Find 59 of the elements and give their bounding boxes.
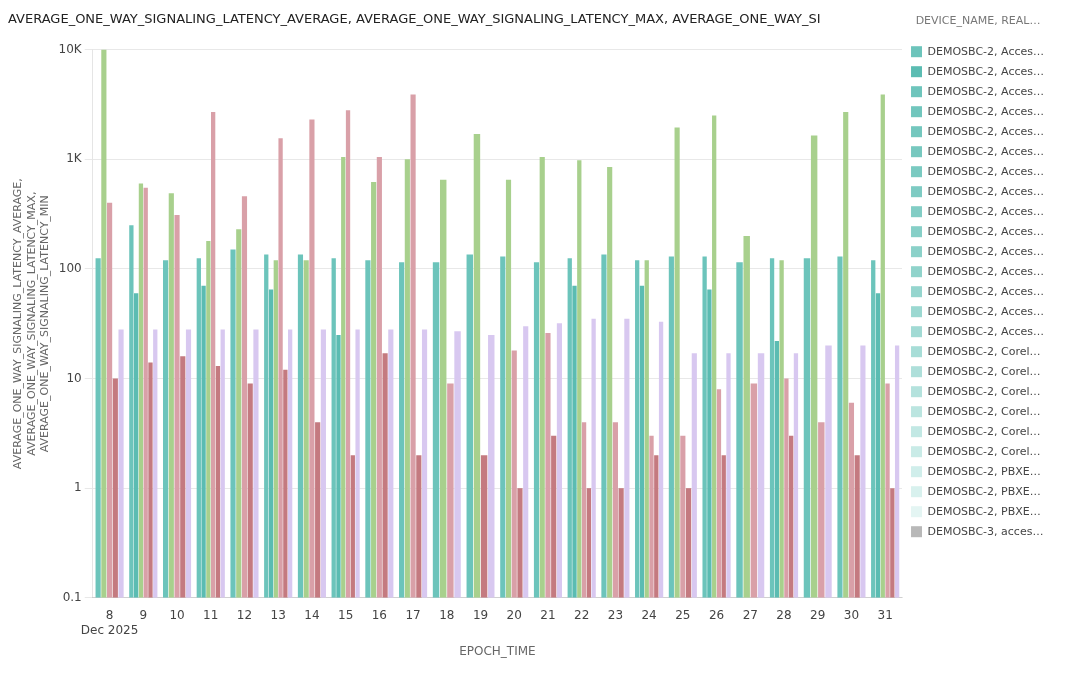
- legend-label: DEMOSBC-2, Acces…: [927, 324, 1045, 338]
- x-tick-label: 31: [877, 608, 893, 623]
- x-tick-label: 18: [439, 608, 455, 623]
- legend-label: DEMOSBC-2, Acces…: [927, 164, 1045, 178]
- legend-label: DEMOSBC-2, Corel…: [927, 344, 1041, 358]
- chart-title: AVERAGE_ONE_WAY_SIGNALING_LATENCY_AVERAGE, AVERAGE_ONE_WAY_SIGNALING_LATENCY_MAX, AVERAGE_ONE_WAY_SI: [8, 11, 821, 27]
- legend-label: DEMOSBC-2, Acces…: [927, 284, 1045, 298]
- x-tick-label: 24: [641, 608, 657, 623]
- x-tick-label: 19: [472, 608, 489, 623]
- y-tick-label: 1: [74, 480, 82, 495]
- x-tick-label: 17: [405, 608, 421, 623]
- y-tick-label: 10: [66, 370, 82, 385]
- legend-label: DEMOSBC-2, PBXE…: [927, 484, 1041, 498]
- y-tick-label: 10K: [58, 41, 83, 56]
- x-tick-label: 25: [675, 608, 691, 623]
- x-tick-label: 16: [371, 608, 387, 623]
- legend-label: DEMOSBC-2, Acces…: [927, 64, 1045, 78]
- x-tick-label: 27: [742, 608, 758, 623]
- x-tick-label: 12: [236, 608, 253, 623]
- x-axis-title: EPOCH_TIME: [459, 643, 536, 658]
- y-tick-label: 1K: [66, 151, 83, 166]
- legend-label: DEMOSBC-2, Acces…: [927, 244, 1045, 258]
- legend-label: DEMOSBC-2, Acces…: [927, 224, 1045, 238]
- legend-label: DEMOSBC-2, Acces…: [927, 264, 1045, 278]
- legend-label: DEMOSBC-2, Corel…: [927, 384, 1041, 398]
- legend-label: DEMOSBC-2, Corel…: [927, 444, 1041, 458]
- x-tick-label: 10: [169, 608, 185, 623]
- x-tick-label: 21: [540, 608, 556, 623]
- x-tick-label: 29: [810, 608, 826, 623]
- y-tick-label: 0.1: [62, 589, 82, 604]
- legend-label: DEMOSBC-2, Acces…: [927, 204, 1045, 218]
- legend-label: DEMOSBC-2, Corel…: [927, 364, 1041, 378]
- x-tick-label: 8 Dec 2025: [80, 608, 139, 637]
- legend-label: DEMOSBC-2, PBXE…: [927, 464, 1041, 478]
- x-tick-label: 20: [506, 608, 522, 623]
- legend-label: DEMOSBC-2, Acces…: [927, 84, 1045, 98]
- legend-label: DEMOSBC-3, acces…: [927, 524, 1044, 538]
- x-tick-label: 23: [607, 608, 624, 623]
- x-tick-label: 26: [708, 608, 725, 623]
- legend-label: DEMOSBC-2, PBXE…: [927, 504, 1041, 518]
- legend-label: DEMOSBC-2, Corel…: [927, 404, 1041, 418]
- legend-title: DEVICE_NAME, REAL…: [915, 14, 1041, 28]
- legend-label: DEMOSBC-2, Acces…: [927, 104, 1045, 118]
- x-tick-label: 30: [843, 608, 860, 623]
- x-tick-label: 15: [338, 608, 354, 623]
- x-tick-label: 28: [776, 608, 792, 623]
- x-tick-label: 14: [304, 608, 320, 623]
- x-tick-label: 11: [203, 608, 219, 623]
- legend-label: DEMOSBC-2, Acces…: [927, 44, 1045, 58]
- legend-label: DEMOSBC-2, Corel…: [927, 424, 1041, 438]
- x-tick-label: 9: [139, 608, 148, 623]
- legend-label: DEMOSBC-2, Acces…: [927, 304, 1045, 318]
- legend-label: DEMOSBC-2, Acces…: [927, 124, 1045, 138]
- y-axis-title: AVERAGE_ONE_WAY_SIGNALING_LATENCY_AVERAGE, AVERAGE_ONE_WAY_SIGNALING_LATENCY_MAX, AVERAGE_ONE_WAY_SIGNALING_LATENCY_MIN: [11, 178, 51, 470]
- x-tick-label: 13: [270, 608, 286, 623]
- y-tick-label: 100: [58, 261, 82, 276]
- x-tick-label: 22: [574, 608, 590, 623]
- legend-label: DEMOSBC-2, Acces…: [927, 184, 1045, 198]
- legend-label: DEMOSBC-2, Acces…: [927, 144, 1045, 158]
